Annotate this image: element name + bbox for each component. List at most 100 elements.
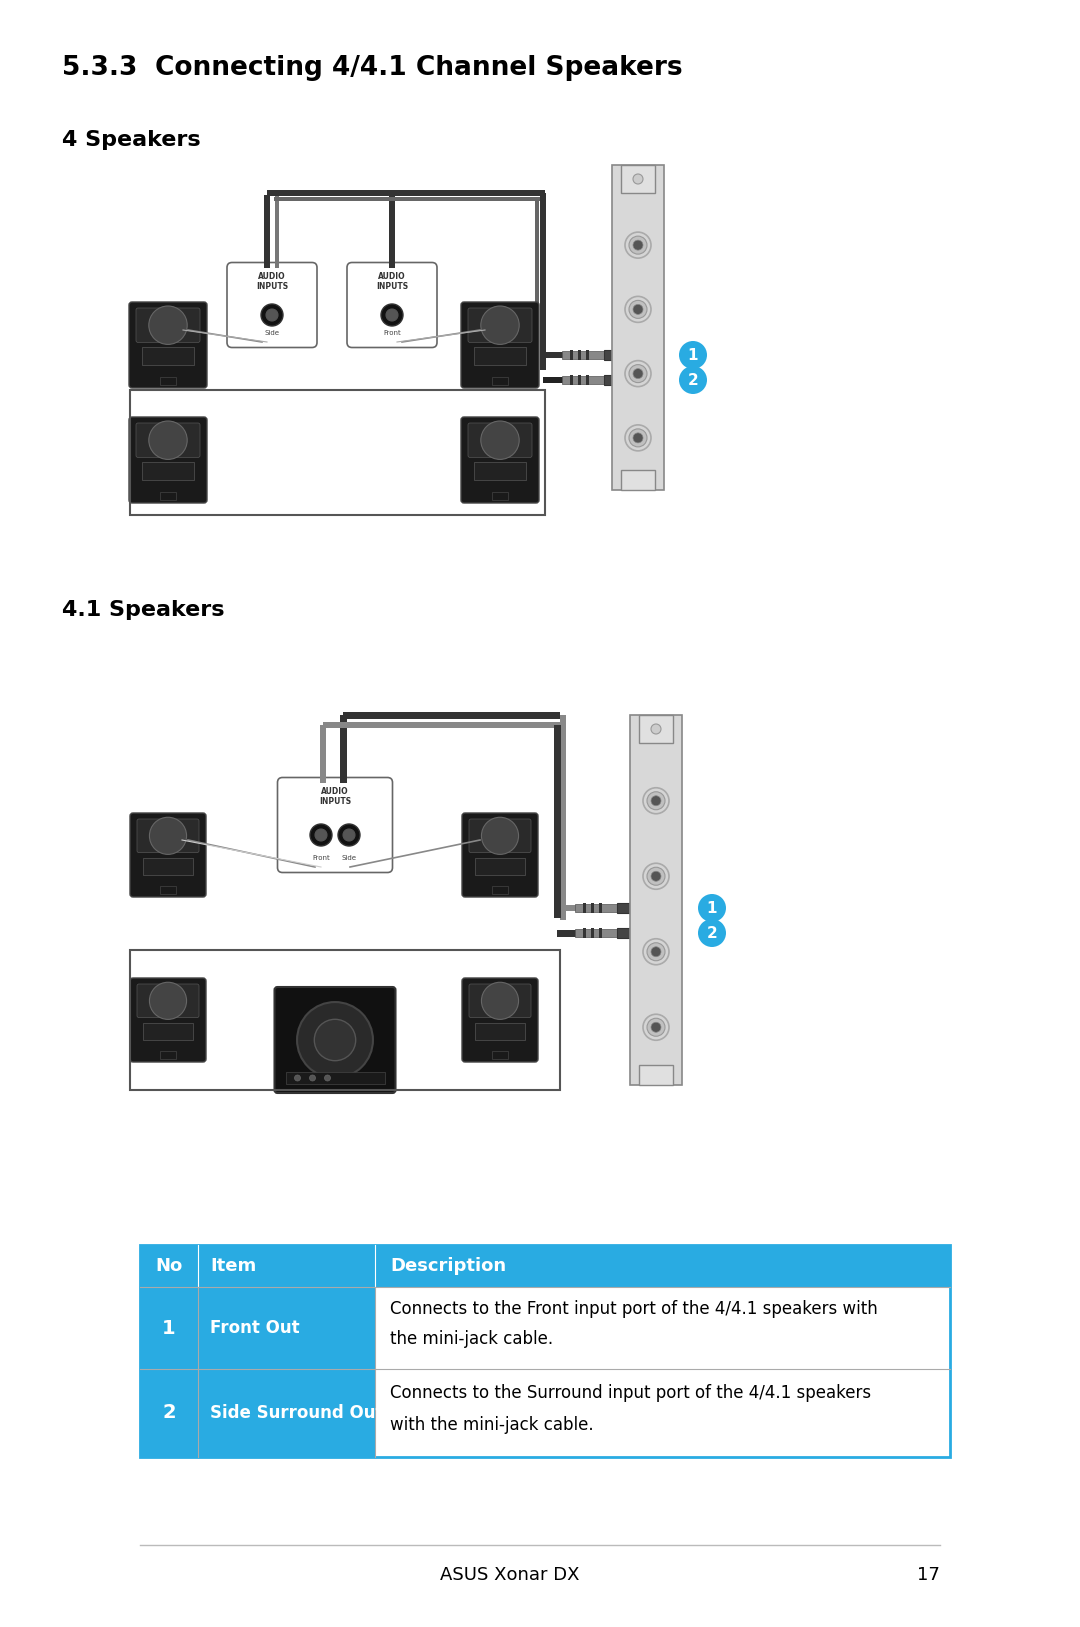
Bar bbox=[562, 376, 604, 384]
FancyBboxPatch shape bbox=[468, 308, 532, 342]
Circle shape bbox=[482, 983, 518, 1020]
Bar bbox=[570, 374, 573, 386]
Bar bbox=[143, 857, 193, 875]
Text: No: No bbox=[156, 1258, 183, 1276]
Text: Front: Front bbox=[312, 854, 329, 861]
Bar bbox=[621, 164, 654, 194]
Circle shape bbox=[633, 369, 643, 379]
Text: 17: 17 bbox=[917, 1567, 940, 1585]
Bar bbox=[621, 470, 654, 490]
Circle shape bbox=[647, 942, 665, 962]
Text: 4.1 Speakers: 4.1 Speakers bbox=[62, 600, 225, 620]
Text: Side: Side bbox=[265, 330, 280, 335]
FancyBboxPatch shape bbox=[462, 814, 538, 896]
Bar bbox=[140, 1245, 950, 1458]
FancyBboxPatch shape bbox=[136, 308, 200, 342]
Bar bbox=[557, 929, 615, 937]
Bar bbox=[492, 1051, 508, 1059]
Bar bbox=[583, 903, 586, 913]
Circle shape bbox=[633, 304, 643, 314]
FancyBboxPatch shape bbox=[274, 988, 395, 1093]
Circle shape bbox=[629, 301, 647, 319]
Circle shape bbox=[343, 830, 355, 841]
Bar bbox=[375, 1368, 950, 1458]
Bar bbox=[575, 929, 617, 937]
FancyBboxPatch shape bbox=[129, 303, 207, 387]
Text: 1: 1 bbox=[162, 1318, 176, 1337]
Bar bbox=[275, 195, 279, 268]
Bar bbox=[583, 927, 586, 939]
FancyBboxPatch shape bbox=[278, 778, 392, 872]
Circle shape bbox=[338, 823, 360, 846]
Bar bbox=[570, 350, 573, 360]
Circle shape bbox=[310, 823, 332, 846]
Bar bbox=[160, 1051, 176, 1059]
Bar bbox=[198, 1287, 375, 1368]
Bar bbox=[343, 711, 561, 719]
FancyBboxPatch shape bbox=[227, 262, 318, 348]
Bar bbox=[540, 194, 546, 369]
Bar bbox=[617, 927, 635, 939]
Circle shape bbox=[647, 1019, 665, 1036]
Bar bbox=[339, 714, 347, 783]
Bar bbox=[604, 374, 622, 386]
Circle shape bbox=[651, 796, 661, 805]
Circle shape bbox=[625, 233, 651, 259]
Circle shape bbox=[149, 306, 187, 345]
Circle shape bbox=[643, 864, 669, 890]
FancyBboxPatch shape bbox=[469, 984, 531, 1017]
Circle shape bbox=[633, 174, 643, 184]
Circle shape bbox=[633, 433, 643, 443]
Circle shape bbox=[482, 817, 518, 854]
Circle shape bbox=[481, 421, 519, 459]
Bar bbox=[630, 714, 681, 1085]
Bar bbox=[562, 351, 604, 360]
Text: Connects to the Front input port of the 4/4.1 speakers with: Connects to the Front input port of the … bbox=[390, 1300, 878, 1318]
Bar bbox=[140, 1368, 198, 1458]
Bar bbox=[475, 857, 525, 875]
Bar bbox=[543, 351, 600, 358]
Bar bbox=[474, 462, 526, 480]
Text: with the mini-jack cable.: with the mini-jack cable. bbox=[390, 1415, 594, 1433]
Text: 1: 1 bbox=[688, 348, 699, 363]
Bar bbox=[578, 350, 581, 360]
Bar bbox=[160, 377, 176, 386]
FancyBboxPatch shape bbox=[137, 984, 199, 1017]
FancyBboxPatch shape bbox=[469, 818, 531, 853]
Circle shape bbox=[643, 939, 669, 965]
Bar bbox=[561, 714, 566, 919]
Circle shape bbox=[651, 947, 661, 957]
Circle shape bbox=[679, 366, 707, 394]
Text: AUDIO
INPUTS: AUDIO INPUTS bbox=[256, 272, 288, 291]
FancyBboxPatch shape bbox=[462, 978, 538, 1062]
Text: 2: 2 bbox=[688, 373, 699, 387]
Text: Side Surround Out: Side Surround Out bbox=[210, 1404, 383, 1422]
Bar bbox=[599, 903, 602, 913]
Circle shape bbox=[629, 236, 647, 254]
Circle shape bbox=[261, 304, 283, 325]
Circle shape bbox=[481, 306, 519, 345]
Bar bbox=[612, 164, 664, 490]
Circle shape bbox=[647, 867, 665, 885]
Bar bbox=[143, 1023, 193, 1040]
Text: 1: 1 bbox=[706, 900, 717, 916]
Circle shape bbox=[381, 304, 403, 325]
Bar bbox=[267, 190, 545, 195]
Circle shape bbox=[310, 1075, 315, 1080]
FancyBboxPatch shape bbox=[137, 818, 199, 853]
Text: 4 Speakers: 4 Speakers bbox=[62, 130, 201, 150]
Circle shape bbox=[651, 724, 661, 734]
Circle shape bbox=[698, 893, 726, 923]
Bar bbox=[492, 377, 508, 386]
Circle shape bbox=[679, 342, 707, 369]
Circle shape bbox=[149, 421, 187, 459]
Text: Front: Front bbox=[383, 330, 401, 335]
Bar bbox=[586, 374, 589, 386]
Circle shape bbox=[629, 430, 647, 447]
Text: Item: Item bbox=[210, 1258, 256, 1276]
Bar bbox=[492, 887, 508, 893]
Circle shape bbox=[297, 1002, 373, 1079]
Text: Description: Description bbox=[390, 1258, 507, 1276]
Text: Front Out: Front Out bbox=[210, 1319, 299, 1337]
FancyBboxPatch shape bbox=[130, 814, 206, 896]
